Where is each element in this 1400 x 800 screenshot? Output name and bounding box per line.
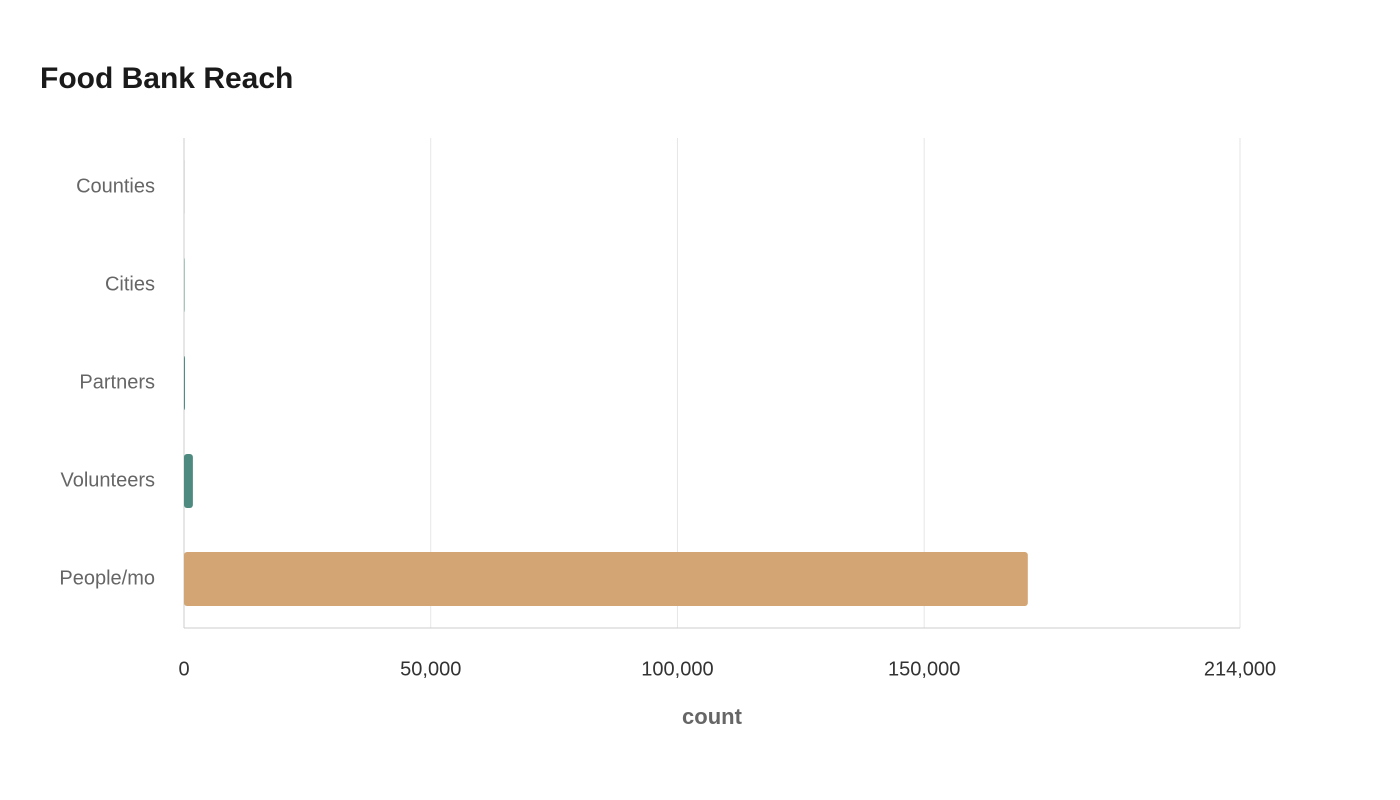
bar — [184, 454, 193, 508]
x-tick-label: 150,000 — [888, 658, 960, 680]
y-tick-label: People/mo — [59, 567, 155, 589]
x-tick-label: 100,000 — [641, 658, 713, 680]
x-tick-label: 50,000 — [400, 658, 461, 680]
bar — [184, 552, 1028, 606]
x-axis-label: count — [682, 704, 743, 729]
y-tick-label: Cities — [105, 273, 155, 295]
chart-title: Food Bank Reach — [40, 62, 293, 95]
y-tick-label: Partners — [79, 371, 155, 393]
x-tick-label: 0 — [178, 658, 189, 680]
bar — [184, 356, 185, 410]
x-tick-label: 214,000 — [1204, 658, 1276, 680]
y-tick-label: Counties — [76, 175, 155, 197]
y-tick-label: Volunteers — [60, 469, 155, 491]
